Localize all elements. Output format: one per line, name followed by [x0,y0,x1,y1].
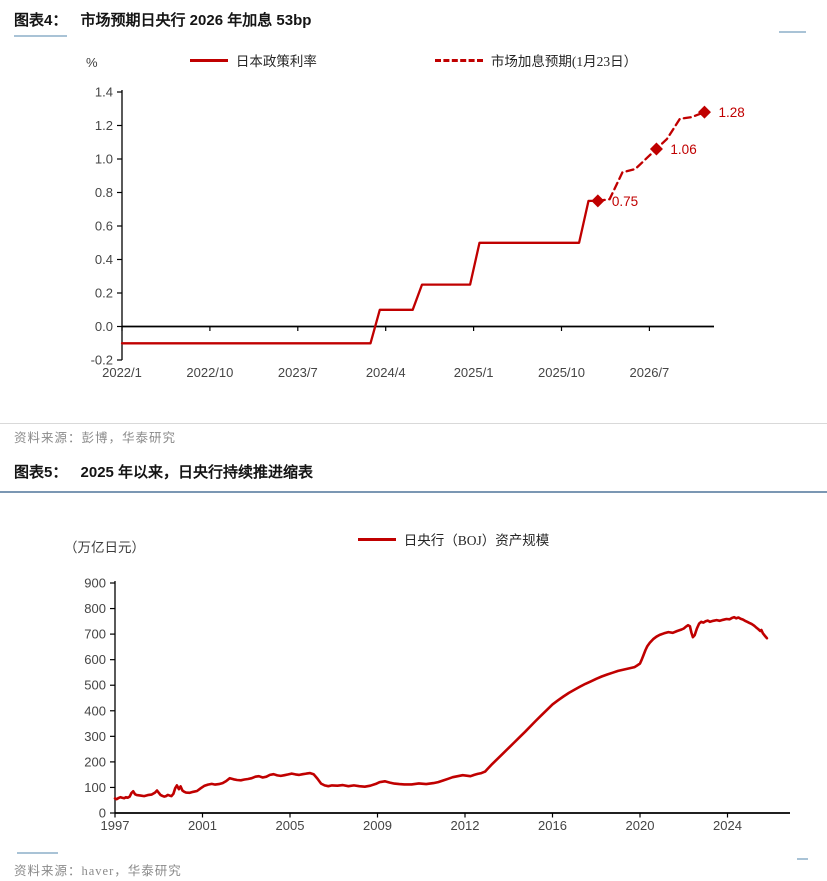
series-line [120,199,599,345]
x-tick-label: 1997 [101,818,130,833]
legend-label-boj-assets: 日央行（BOJ）资产规模 [403,533,550,548]
x-tick-label: 2025/10 [538,365,585,380]
figure4-bottom-divider [0,423,827,424]
x-tick-label: 2005 [276,818,305,833]
y-tick-label: 100 [84,780,106,795]
legend-item-hike-expectation: 市场加息预期(1月23日） [434,50,638,70]
y-tick-label: 900 [84,576,106,591]
x-tick-label: 2023/7 [278,365,318,380]
diamond-marker [697,105,711,119]
figure5-source: 资料来源：haver，华泰研究 [14,864,182,878]
legend-label-hike-expectation: 市场加息预期(1月23日） [490,54,638,69]
right-edge-rule-top [779,31,806,33]
y-tick-label: 1.4 [95,85,113,100]
right-edge-rule-bottom [797,858,808,860]
y-tick-label: 0.6 [95,219,113,234]
y-tick-label: 500 [84,678,106,693]
boj-balance-sheet-axes: 0 100 200 300 400 500 600 700 800 900 1997 2001 2005… [84,576,790,833]
x-tick-label: 2012 [451,818,480,833]
figure4-chart-svg: -0.2 0.0 0.2 0.4 0.6 0.8 1.0 1.2 1.4 2022/1 2022/1… [91,85,745,381]
figure5-header: 图表5： 2025 年以来，日央行持续推进缩表 [0,461,827,493]
x-tick-label: 2022/1 [102,365,142,380]
dashed-line-swatch [434,58,483,62]
solid-line-swatch [357,537,396,541]
y-tick-label: 0.2 [95,286,113,301]
series-line [113,615,769,801]
y-tick-label: 0.4 [95,252,113,267]
x-tick-label: 2024 [713,818,742,833]
solid-line-swatch [189,58,228,62]
y-tick-label: 300 [84,729,106,744]
y-tick-label: 1.0 [95,152,113,167]
x-tick-label: 2016 [538,818,567,833]
figure4-legend: 日本政策利率 市场加息预期(1月23日） [0,50,827,70]
legend-item-policy-rate: 日本政策利率 [189,50,317,70]
y-tick-label: 1.2 [95,118,113,133]
figure5-chart-svg: 0 100 200 300 400 500 600 700 800 900 1997 2001 2005… [84,576,790,833]
y-tick-label: 0.0 [95,319,113,334]
figure4-title: 市场预期日央行 2026 年加息 53bp [80,12,312,29]
data-point-label: 1.06 [670,142,696,157]
x-tick-label: 2009 [363,818,392,833]
y-tick-label: 0.8 [95,185,113,200]
y-tick-label: 200 [84,754,106,769]
x-tick-label: 2020 [626,818,655,833]
figure4-header: 图表4： 市场预期日央行 2026 年加息 53bp [14,9,311,37]
figure5-source-rule [17,852,58,854]
figure4-label: 图表4： [14,9,68,37]
x-tick-label: 2024/4 [366,365,406,380]
figure5-label: 图表5： [14,464,68,481]
diamond-marker [591,194,605,208]
figure5-legend: 日央行（BOJ）资产规模 [0,529,827,549]
y-tick-label: -0.2 [91,353,113,368]
y-tick-label: 700 [84,627,106,642]
x-tick-label: 2022/10 [186,365,233,380]
series-line [596,110,706,203]
figure4-axis-unit: % [86,55,98,70]
legend-label-policy-rate: 日本政策利率 [235,54,317,69]
y-tick-label: 0 [99,806,106,821]
x-tick-label: 2026/7 [630,365,670,380]
data-point-label: 0.75 [612,194,638,209]
figure5-axis-unit: （万亿日元） [64,540,145,555]
boj-rate-hike-expectations-axes: -0.2 0.0 0.2 0.4 0.6 0.8 1.0 1.2 1.4 2022/1 2022/1… [91,85,714,380]
x-tick-label: 2001 [188,818,217,833]
y-tick-label: 800 [84,601,106,616]
y-tick-label: 600 [84,652,106,667]
data-point-label: 1.28 [718,105,744,120]
figure4-source: 资料来源：彭博，华泰研究 [14,431,177,445]
y-tick-label: 400 [84,703,106,718]
x-tick-label: 2025/1 [454,365,494,380]
legend-item-boj-assets: 日央行（BOJ）资产规模 [357,529,550,549]
figure5-title: 2025 年以来，日央行持续推进缩表 [80,464,314,481]
diamond-marker [649,142,663,156]
